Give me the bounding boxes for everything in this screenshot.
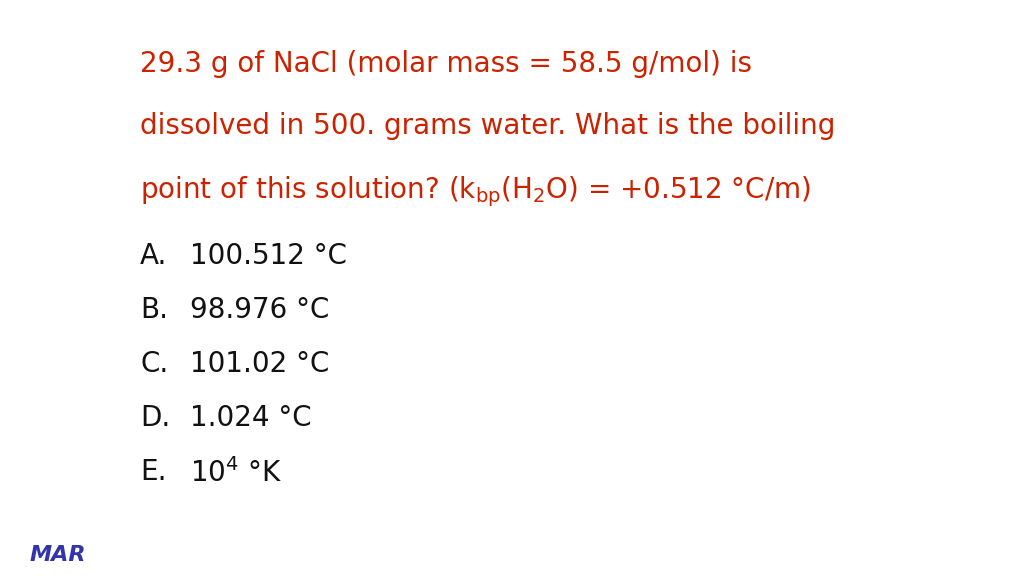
Text: dissolved in 500. grams water. What is the boiling: dissolved in 500. grams water. What is t… — [140, 112, 836, 140]
Text: 10$^4$ °K: 10$^4$ °K — [190, 458, 283, 488]
Text: 100.512 °C: 100.512 °C — [190, 242, 347, 270]
Text: A.: A. — [140, 242, 167, 270]
Text: 101.02 °C: 101.02 °C — [190, 350, 330, 378]
Text: 29.3 g of NaCl (molar mass = 58.5 g/mol) is: 29.3 g of NaCl (molar mass = 58.5 g/mol)… — [140, 50, 752, 78]
Text: 1.024 °C: 1.024 °C — [190, 404, 311, 432]
Text: MAR: MAR — [30, 545, 86, 565]
Text: C.: C. — [140, 350, 168, 378]
Text: point of this solution? (k$_{\mathregular{bp}}$(H$_2$O) = +0.512 °C/m): point of this solution? (k$_{\mathregula… — [140, 174, 811, 209]
Text: D.: D. — [140, 404, 170, 432]
Text: B.: B. — [140, 296, 168, 324]
Text: E.: E. — [140, 458, 167, 486]
Text: 98.976 °C: 98.976 °C — [190, 296, 330, 324]
